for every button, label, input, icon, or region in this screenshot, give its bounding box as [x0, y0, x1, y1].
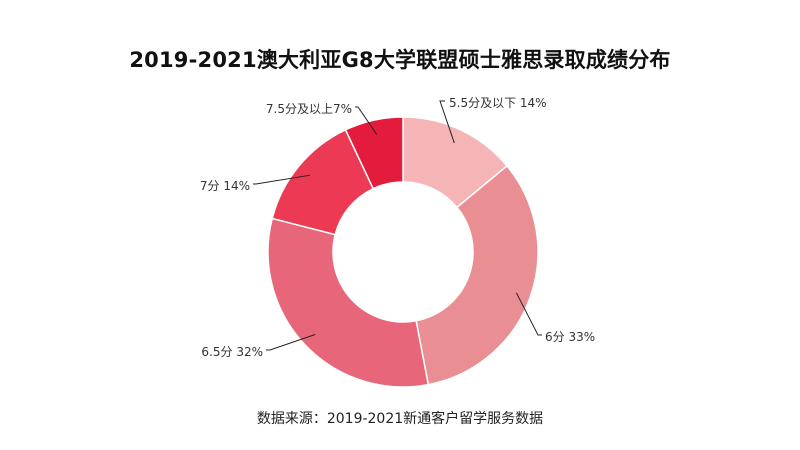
slice-label-2: 6分 33%: [545, 330, 595, 344]
leader-line-5: [355, 106, 378, 135]
leader-line-1: [439, 100, 455, 144]
slice-label-1: 5.5分及以下 14%: [449, 96, 547, 110]
chart-title: 2019-2021澳大利亚G8大学联盟硕士雅思录取成绩分布: [129, 48, 671, 72]
leader-line-4: [253, 174, 311, 185]
donut-slice-2: [415, 164, 539, 386]
slice-label-4: 7分 14%: [200, 179, 250, 193]
leader-line-3: [266, 334, 316, 351]
donut-slice-3: [267, 217, 430, 388]
slice-label-3: 6.5分 32%: [201, 345, 263, 359]
donut-slice-5: [344, 116, 404, 190]
donut-slices: [267, 116, 539, 388]
slice-label-5: 7.5分及以上7%: [266, 102, 352, 116]
leader-line-2: [515, 292, 542, 336]
data-source-note: 数据来源：2019-2021新通客户留学服务数据: [256, 411, 544, 427]
donut-labels: 5.5分及以下 14% 6分 33% 6.5分 32% 7分 14% 7.5分及以上7%: [200, 96, 595, 359]
